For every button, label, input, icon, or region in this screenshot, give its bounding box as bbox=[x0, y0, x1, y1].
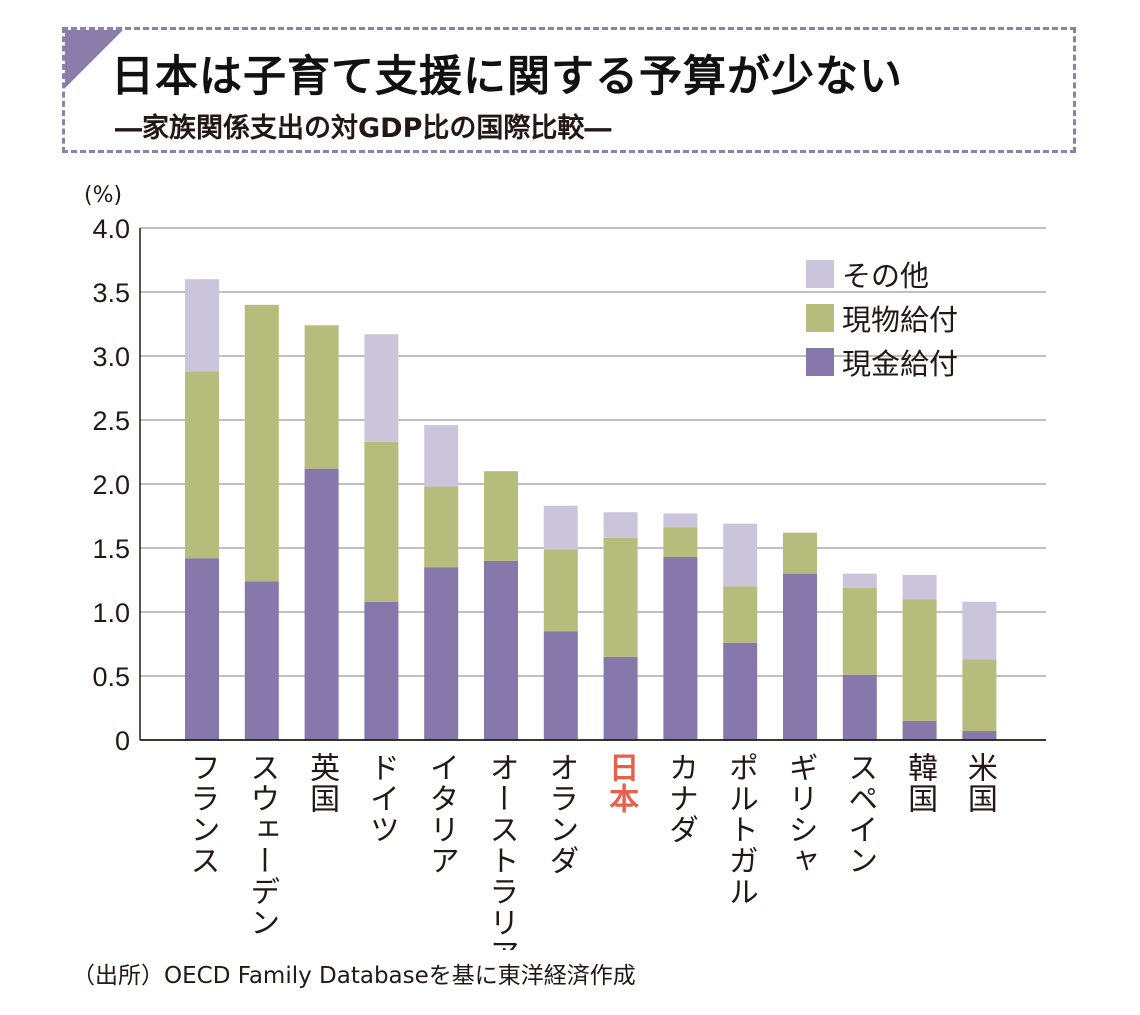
bar-segment bbox=[842, 674, 877, 740]
title-frame: 日本は子育て支援に関する予算が少ない ―家族関係支出の対GDP比の国際比較― bbox=[62, 27, 1076, 153]
bar-segment bbox=[962, 601, 997, 660]
bar-segment bbox=[424, 567, 459, 740]
bar-segment bbox=[723, 586, 758, 643]
source-note: （出所）OECD Family Databaseを基に東洋経済作成 bbox=[72, 963, 636, 989]
bar-segment bbox=[364, 334, 399, 442]
bar-segment bbox=[842, 573, 877, 588]
bar-segment bbox=[185, 279, 219, 372]
bar-segment bbox=[244, 304, 279, 582]
x-tick-label: オランダ bbox=[543, 752, 578, 876]
y-unit-label: (%) bbox=[84, 183, 122, 208]
legend-swatch bbox=[806, 260, 834, 288]
bar-segment bbox=[603, 656, 638, 740]
x-tick-label: オーストラリア bbox=[484, 752, 519, 950]
x-tick-label: 韓国 bbox=[902, 752, 937, 814]
x-tick-label: ギリシャ bbox=[783, 752, 818, 876]
chart-title: 日本は子育て支援に関する予算が少ない bbox=[111, 52, 903, 102]
legend-label: 現金給付 bbox=[842, 347, 958, 381]
chart-subtitle: ―家族関係支出の対GDP比の国際比較― bbox=[115, 113, 612, 144]
bar-segment bbox=[424, 486, 459, 568]
bar-segment bbox=[723, 642, 758, 740]
stacked-bar-chart: (%) 4.0 3.5 3.0 2.5 2.0 1.5 1.0 0.5 0 フランス スウェーデン英… bbox=[84, 183, 1046, 950]
axes: (%) 4.0 3.5 3.0 2.5 2.0 1.5 1.0 0.5 0 bbox=[84, 183, 1046, 756]
bar-segment bbox=[603, 537, 638, 657]
bar-segment bbox=[663, 513, 698, 528]
bar-segment bbox=[962, 659, 997, 732]
bar-segment bbox=[783, 532, 817, 574]
bar-segment bbox=[902, 599, 937, 721]
y-tick-label: 4.0 bbox=[92, 214, 130, 244]
corner-triangle bbox=[65, 30, 123, 88]
y-tick-label: 0 bbox=[115, 726, 130, 756]
bar-segment bbox=[723, 523, 758, 587]
bar-segment bbox=[962, 731, 997, 740]
y-tick-label: 3.0 bbox=[92, 342, 130, 372]
x-tick-label: 英国 bbox=[304, 752, 339, 814]
bar-segment bbox=[603, 512, 638, 538]
bar-segment bbox=[543, 505, 578, 550]
x-tick-label: ポルトガル bbox=[723, 752, 758, 907]
bars bbox=[185, 279, 997, 740]
x-tick-label: スウェーデン bbox=[244, 752, 279, 938]
bar-segment bbox=[543, 549, 578, 632]
legend-swatch bbox=[806, 348, 834, 376]
bar-segment bbox=[842, 587, 877, 675]
bar-segment bbox=[185, 558, 219, 740]
bar-segment bbox=[424, 425, 459, 487]
y-tick-label: 0.5 bbox=[92, 662, 130, 692]
bar-segment bbox=[484, 560, 518, 740]
legend-label: 現物給付 bbox=[842, 303, 958, 337]
bar-segment bbox=[663, 556, 698, 740]
y-tick-label: 1.0 bbox=[92, 598, 130, 628]
bar-segment bbox=[484, 471, 518, 561]
legend-label: その他 bbox=[842, 259, 929, 293]
x-tick-label: 米国 bbox=[962, 752, 997, 814]
bar-segment bbox=[185, 371, 219, 559]
x-tick-label: ドイツ bbox=[364, 752, 399, 845]
bar-segment bbox=[304, 325, 339, 469]
bar-segment bbox=[364, 601, 399, 740]
bar-segment bbox=[543, 631, 578, 740]
gridlines bbox=[140, 227, 1046, 677]
y-tick-label: 2.0 bbox=[92, 470, 130, 500]
y-tick-label: 1.5 bbox=[92, 534, 130, 564]
x-tick-label: イタリア bbox=[424, 752, 459, 876]
x-tick-labels: フランス スウェーデン 英国 ドイツ イタリア オーストラリア オランダ 日本 カナダ ポルトガル… bbox=[185, 752, 997, 950]
bar-segment bbox=[244, 581, 279, 740]
bar-segment bbox=[663, 527, 698, 557]
y-tick-label: 2.5 bbox=[92, 406, 130, 436]
bar-segment bbox=[902, 574, 937, 600]
x-tick-label: 日本 bbox=[603, 752, 639, 814]
y-tick-label: 3.5 bbox=[92, 278, 130, 308]
bar-segment bbox=[364, 441, 399, 602]
bar-segment bbox=[783, 573, 817, 740]
legend-swatch bbox=[806, 304, 834, 332]
bar-segment bbox=[304, 468, 339, 740]
bar-segment bbox=[902, 720, 937, 740]
x-tick-label: カナダ bbox=[663, 752, 698, 845]
x-tick-label: フランス bbox=[185, 752, 220, 876]
x-tick-label: スペイン bbox=[842, 752, 877, 876]
